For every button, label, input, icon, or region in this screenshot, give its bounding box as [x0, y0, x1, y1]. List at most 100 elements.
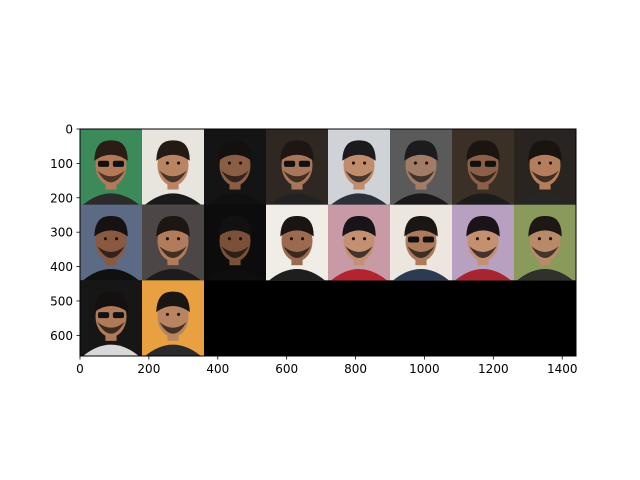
shirt-shape	[455, 268, 511, 281]
hair-shape	[404, 140, 438, 161]
sunglasses-left-lens	[283, 160, 296, 167]
face-tile	[266, 129, 328, 205]
sunglasses-left-lens	[469, 160, 482, 167]
face-tile	[328, 129, 390, 205]
hair-shape	[404, 215, 438, 237]
shirt-shape	[207, 193, 263, 205]
eye-left	[351, 161, 355, 165]
sunglasses-right-lens	[422, 236, 435, 243]
sunglasses-right-lens	[298, 160, 311, 167]
eye-left	[351, 237, 355, 241]
x-tick-label: 800	[344, 362, 367, 376]
eye-right	[549, 161, 553, 165]
eye-right	[239, 237, 243, 241]
hair-shape	[218, 215, 252, 237]
beard-shape	[97, 246, 125, 259]
eye-left	[537, 237, 541, 241]
plot-area	[80, 129, 576, 356]
x-tick-label: 200	[137, 362, 160, 376]
y-tick-label: 400	[50, 260, 73, 274]
face-tile	[80, 204, 142, 281]
shirt-shape	[331, 193, 387, 205]
beard-shape	[345, 170, 373, 183]
beard-shape	[159, 246, 187, 259]
eye-left	[289, 237, 293, 241]
shirt-shape	[517, 193, 573, 205]
eye-left	[227, 237, 231, 241]
sunglasses-left-lens	[97, 160, 110, 167]
hair-shape	[280, 140, 314, 161]
face-tile	[142, 129, 204, 205]
eye-right	[487, 237, 491, 241]
beard-shape	[407, 246, 435, 259]
beard-shape	[531, 246, 559, 259]
eye-right	[301, 237, 305, 241]
hair-shape	[528, 215, 562, 237]
x-tick-label: 1400	[547, 362, 578, 376]
shirt-shape	[393, 268, 449, 281]
shirt-shape	[83, 193, 139, 205]
beard-shape	[283, 170, 311, 183]
eye-right	[363, 237, 367, 241]
eye-right	[177, 161, 181, 165]
x-axis: 0 200 400 600 800 1000 1200 1400	[76, 356, 577, 376]
shirt-shape	[145, 344, 201, 356]
face-tile	[142, 280, 204, 356]
face-tile	[514, 129, 576, 205]
eye-left	[165, 312, 169, 316]
face-tile	[266, 204, 328, 281]
shirt-shape	[145, 268, 201, 281]
beard-shape	[97, 170, 125, 183]
y-tick-label: 100	[50, 157, 73, 171]
axes-frame	[79, 128, 577, 357]
shirt-shape	[393, 193, 449, 205]
hair-shape	[156, 140, 190, 161]
hair-shape	[156, 291, 190, 313]
shirt-shape	[269, 268, 325, 281]
beard-shape	[159, 321, 187, 334]
eye-right	[363, 161, 367, 165]
eye-left	[227, 161, 231, 165]
beard-shape	[469, 246, 497, 259]
face-tile	[204, 129, 266, 205]
eye-left	[103, 237, 107, 241]
beard-shape	[221, 246, 249, 259]
beard-shape	[469, 170, 497, 183]
beard-shape	[283, 246, 311, 259]
sunglasses-left-lens	[407, 236, 420, 243]
eye-right	[425, 161, 429, 165]
hair-shape	[94, 215, 128, 237]
beard-shape	[159, 170, 187, 183]
shirt-shape	[331, 268, 387, 281]
tiles-layer	[80, 129, 576, 356]
hair-shape	[342, 140, 376, 161]
eye-right	[549, 237, 553, 241]
shirt-shape	[83, 268, 139, 281]
beard-shape	[97, 321, 125, 334]
face-tile	[514, 204, 576, 281]
sunglasses-right-lens	[484, 160, 497, 167]
x-tick-label: 1200	[478, 362, 509, 376]
hair-shape	[528, 140, 562, 161]
shirt-shape	[455, 193, 511, 205]
eye-left	[537, 161, 541, 165]
face-tile	[80, 280, 142, 356]
face-tile	[204, 204, 266, 281]
eye-right	[239, 161, 243, 165]
y-tick-label: 0	[65, 123, 73, 137]
face-tile	[452, 129, 514, 205]
sunglasses-right-lens	[112, 160, 125, 167]
eye-left	[413, 161, 417, 165]
y-tick-label: 300	[50, 226, 73, 240]
hair-shape	[466, 140, 500, 161]
eye-left	[165, 237, 169, 241]
beard-shape	[407, 170, 435, 183]
eye-right	[177, 312, 181, 316]
y-tick-label: 500	[50, 294, 73, 308]
x-tick-label: 400	[206, 362, 229, 376]
x-tick-label: 1000	[409, 362, 440, 376]
y-tick-label: 600	[50, 329, 73, 343]
y-axis: 0 100 200 300 400 500 600	[50, 123, 80, 343]
shirt-shape	[145, 193, 201, 205]
sunglasses-right-lens	[112, 312, 125, 319]
